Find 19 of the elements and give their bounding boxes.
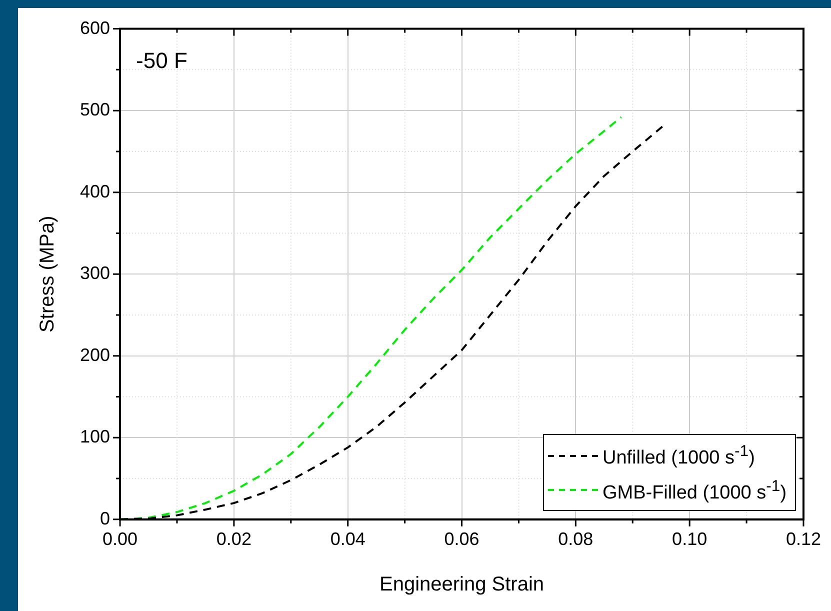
y-tick-label: 500 [80, 100, 110, 120]
y-tick-label: 600 [80, 18, 110, 38]
y-tick-label: 300 [80, 263, 110, 284]
annotation: -50 F [136, 48, 188, 73]
y-tick-label: 200 [80, 344, 110, 365]
legend-label: Unfilled (1000 s$^{-1}$) [602, 442, 755, 471]
x-tick-label: 0.10 [672, 529, 708, 550]
x-tick-label: 0.04 [330, 529, 366, 550]
y-axis-title: Stress (MPa) [36, 216, 59, 332]
x-axis-title: Engineering Strain [379, 574, 544, 596]
legend-label: GMB-Filled (1000 s$^{-1}$) [602, 476, 787, 506]
x-tick-label: 0.12 [786, 529, 822, 550]
y-tick-label: 400 [80, 181, 110, 202]
x-tick-label: 0.00 [102, 529, 138, 550]
y-tick-label: 100 [80, 426, 110, 447]
x-tick-label: 0.06 [444, 529, 480, 550]
x-tick-label: 0.02 [216, 529, 252, 550]
y-tick-label: 0 [100, 508, 110, 528]
x-tick-label: 0.08 [558, 529, 594, 550]
